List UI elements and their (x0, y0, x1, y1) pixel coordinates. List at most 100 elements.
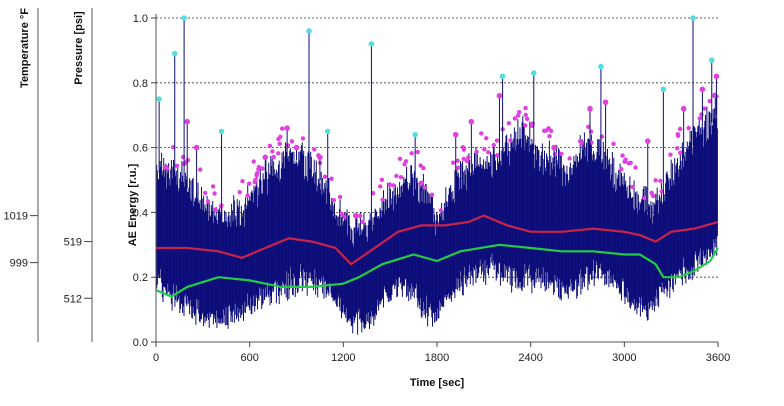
ae-peak-point (524, 116, 530, 122)
ae-peak-point (339, 211, 344, 216)
ae-peak-point (567, 156, 572, 161)
ae-spike-marker (171, 50, 178, 57)
ae-spike-marker (193, 144, 200, 151)
overlay-series (155, 214, 719, 298)
ae-peak-point (277, 141, 282, 147)
x-tick-label: 600 (240, 352, 258, 364)
ae-peak-point (398, 174, 404, 180)
ae-peak-point (623, 157, 628, 162)
ae-peak-point (397, 156, 403, 162)
ae-peak-point (185, 157, 191, 163)
ae-peak-point (267, 143, 273, 149)
ae-peak-point (668, 152, 673, 157)
ae-spike-marker (602, 99, 609, 106)
ae-peak-point (630, 184, 635, 190)
y-tick-label: 0.6 (133, 143, 148, 155)
ae-peak-point (474, 149, 479, 154)
aux-tick-label: 512 (64, 293, 82, 305)
ae-peak-point (599, 134, 605, 139)
ae-spike-marker (690, 15, 696, 21)
ae-peak-point (253, 177, 258, 183)
ae-peak-point (394, 173, 399, 179)
ae-peak-point (337, 194, 343, 200)
ae-peak-point (702, 106, 707, 111)
ae-peak-point (329, 176, 334, 181)
ae-peak-point (479, 131, 484, 136)
ae-peak-point (285, 143, 291, 148)
ae-peak-point (508, 138, 513, 143)
ae-peak-point (210, 184, 216, 189)
ae-peak-point (255, 170, 260, 176)
ae-peak-point (331, 198, 337, 203)
ae-peak-point (686, 125, 691, 131)
ae-peak-point (642, 195, 647, 201)
ae-spike-marker (644, 138, 651, 144)
ae-peak-point (380, 197, 385, 202)
y-tick-label: 0.2 (133, 272, 148, 284)
ae-peak-point (697, 116, 703, 121)
ae-peak-point (512, 116, 518, 121)
ae-spike-marker (713, 73, 720, 80)
ae-peak-point (455, 165, 461, 170)
ae-peak-point (360, 219, 365, 225)
ae-peak-point (650, 193, 656, 199)
ae-peak-point (270, 149, 275, 154)
y-tick-label: 1.0 (133, 13, 148, 25)
ae-spike-marker (499, 73, 506, 80)
ae-peak-point (276, 151, 281, 156)
ae-peak-point (484, 136, 489, 141)
x-tick-label: 0 (153, 352, 159, 364)
ae-peak-point (707, 98, 712, 104)
ae-peak-point (271, 154, 276, 160)
ae-peak-point (422, 185, 427, 190)
ae-peak-point (415, 149, 420, 155)
ae-peak-point (619, 166, 624, 172)
ae-peak-point (202, 190, 208, 196)
y-tick-label: 0.0 (133, 337, 148, 349)
pressure-line (156, 214, 719, 266)
ae-peak-point (357, 213, 363, 219)
ae-spike-marker (660, 86, 667, 93)
ae-spike-marker (156, 96, 162, 102)
ae-spike-marker (284, 125, 290, 131)
ae-peak-point (559, 151, 564, 157)
ae-peak-point (523, 105, 528, 111)
ae-spike-marker (181, 15, 187, 21)
aux-tick-label: 1019 (4, 211, 28, 223)
ae-spike-marker (587, 105, 593, 112)
ae-spike-marker (306, 28, 312, 34)
ae-peak-point (370, 191, 376, 196)
ae-peak-point (482, 147, 487, 152)
ae-peak-point (212, 191, 217, 196)
ae-peak-point (418, 163, 423, 168)
ae-spike-marker (496, 92, 503, 99)
ae-spike-marker (680, 105, 687, 112)
ae-peak-point (322, 174, 328, 179)
pressure-axis-title: Pressure [psi] (73, 11, 85, 85)
ae-peak-point (712, 92, 717, 98)
ae-spike-marker (368, 41, 375, 47)
x-tick-label: 2400 (518, 352, 542, 364)
ae-peak-point (523, 112, 529, 118)
ae-peak-point (247, 181, 252, 186)
ae-peak-point (546, 126, 551, 131)
ae-peak-point (586, 124, 591, 130)
ae-peak-point (379, 177, 385, 182)
ae-peak-point (409, 151, 414, 156)
ae-peak-point (494, 138, 500, 143)
y-axis-title: AE Energy [r.u.] (127, 163, 139, 246)
ae-spike-marker (353, 212, 359, 219)
y-ticks: 0.0 0.2 0.4 0.6 0.8 1.0 (133, 13, 156, 349)
ae-peak-point (466, 155, 471, 160)
ae-peak-point (251, 159, 256, 164)
ae-peak-point (300, 136, 306, 141)
ae-peak-point (402, 162, 407, 167)
ae-spike-marker (551, 144, 557, 151)
x-tick-label: 3000 (612, 352, 636, 364)
ae-spike-marker (468, 118, 475, 125)
ae-peak-point (541, 128, 547, 133)
ae-peak-point (455, 158, 460, 163)
ae-peak-point (205, 199, 211, 204)
ae-peak-point (653, 178, 658, 183)
